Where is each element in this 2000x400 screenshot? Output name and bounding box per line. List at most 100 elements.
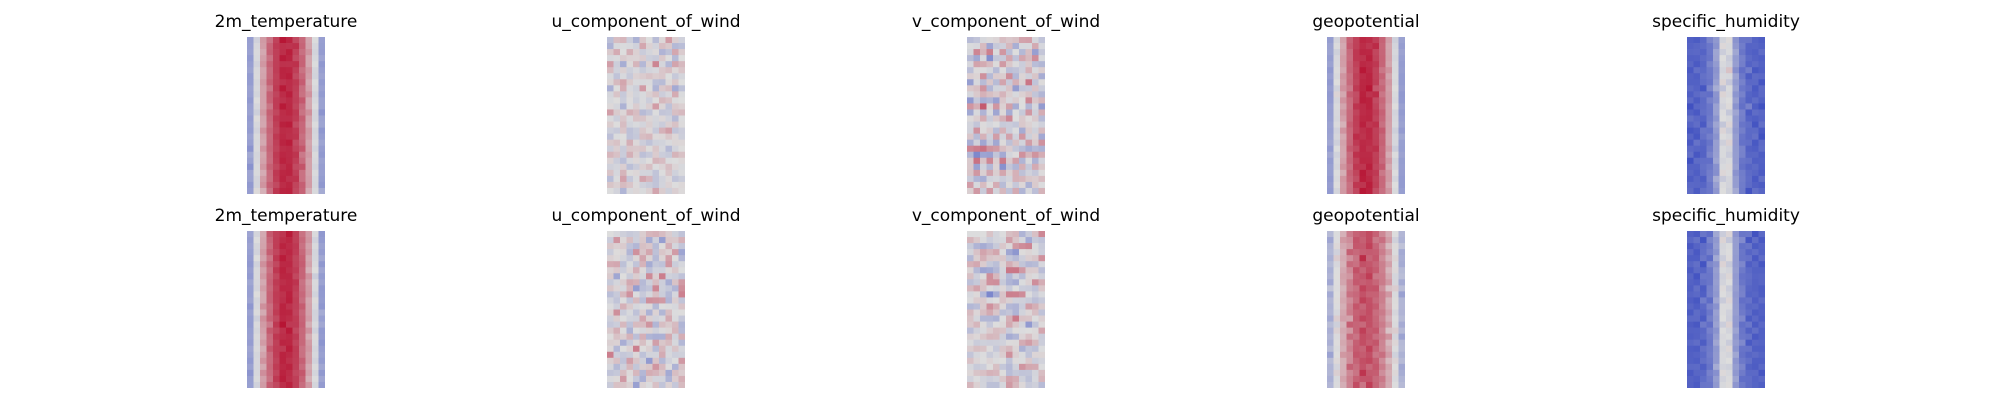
heatmap-cell — [299, 267, 306, 274]
heatmap-cell — [1726, 309, 1733, 316]
heatmap-cell — [613, 127, 621, 134]
heatmap-cell — [299, 303, 306, 310]
heatmap-cell — [1745, 285, 1753, 292]
heatmap-image — [967, 37, 1045, 194]
heatmap-cell — [1719, 345, 1727, 353]
heatmap-cell — [1333, 55, 1341, 62]
heatmap-cell — [1032, 73, 1039, 80]
heatmap-cell — [1012, 67, 1020, 74]
heatmap-cell — [1032, 109, 1039, 116]
heatmap-cell — [1726, 133, 1733, 141]
heatmap-cell — [626, 243, 634, 250]
heatmap-cell — [1038, 333, 1045, 341]
heatmap-cell — [613, 333, 621, 341]
heatmap-cell — [626, 73, 634, 80]
heatmap-cell — [318, 103, 325, 110]
heatmap-cell — [286, 315, 293, 322]
heatmap-cell — [1726, 97, 1733, 104]
heatmap-cell — [1398, 261, 1405, 268]
heatmap-cell — [1359, 79, 1367, 86]
heatmap-cell — [1752, 297, 1759, 304]
heatmap-cell — [260, 273, 267, 280]
heatmap-cell — [1333, 73, 1341, 80]
heatmap-cell — [1327, 97, 1334, 104]
heatmap-cell — [312, 375, 319, 383]
heatmap-cell — [1687, 103, 1694, 110]
heatmap-cell — [1359, 321, 1367, 328]
heatmap-cell — [639, 139, 647, 147]
heatmap-cell — [652, 37, 660, 44]
heatmap-cell — [1327, 231, 1334, 238]
heatmap-cell — [665, 145, 673, 153]
heatmap-cell — [1713, 151, 1720, 159]
heatmap-cell — [1366, 231, 1373, 238]
heatmap-cell — [1700, 109, 1707, 116]
heatmap-cell — [253, 351, 261, 359]
heatmap-cell — [1732, 187, 1740, 194]
heatmap-cell — [973, 163, 981, 171]
heatmap-cell — [1359, 345, 1367, 353]
heatmap-cell — [665, 187, 673, 194]
heatmap-cell — [1745, 237, 1753, 244]
heatmap-cell — [299, 61, 306, 68]
heatmap-cell — [1025, 43, 1033, 50]
heatmap-cell — [633, 237, 640, 244]
heatmap-cell — [305, 115, 313, 122]
heatmap-cell — [1700, 321, 1707, 328]
heatmap-cell — [273, 67, 280, 74]
heatmap-cell — [286, 133, 293, 141]
heatmap-cell — [652, 163, 660, 171]
heatmap-cell — [1346, 109, 1354, 116]
heatmap-cell — [1758, 181, 1765, 189]
heatmap-cell — [980, 339, 987, 347]
heatmap-cell — [665, 175, 673, 183]
heatmap-cell — [652, 267, 660, 274]
heatmap-cell — [613, 351, 621, 359]
heatmap-cell — [273, 187, 280, 194]
heatmap-cell — [1693, 121, 1701, 128]
heatmap-cell — [273, 43, 280, 50]
heatmap-cell — [279, 291, 287, 298]
heatmap-cell — [1359, 187, 1367, 194]
heatmap-cell — [299, 127, 306, 134]
heatmap-cell — [973, 315, 981, 322]
heatmap-cell — [1732, 97, 1740, 104]
heatmap-cell — [659, 73, 666, 80]
heatmap-cell — [266, 49, 274, 56]
heatmap-cell — [1366, 339, 1373, 347]
heatmap-cell — [999, 73, 1007, 80]
heatmap-cell — [1019, 285, 1026, 292]
heatmap-cell — [1359, 103, 1367, 110]
heatmap-cell — [973, 333, 981, 341]
panel-title: geopotential — [1312, 12, 1420, 32]
heatmap-cell — [1693, 127, 1701, 134]
heatmap-cell — [980, 169, 987, 177]
heatmap-cell — [247, 273, 254, 280]
heatmap-cell — [678, 103, 685, 110]
heatmap-cell — [1340, 43, 1347, 50]
heatmap-cell — [266, 145, 274, 153]
heatmap-cell — [279, 333, 287, 341]
heatmap-cell — [1693, 291, 1701, 298]
heatmap-cell — [247, 109, 254, 116]
heatmap-cell — [279, 375, 287, 383]
heatmap-cell — [1687, 291, 1694, 298]
heatmap-cell — [1726, 315, 1733, 322]
heatmap-cell — [1372, 369, 1380, 377]
heatmap-cell — [607, 79, 614, 86]
heatmap-cell — [1719, 109, 1727, 116]
heatmap-cell — [1379, 49, 1386, 56]
heatmap-cell — [1719, 327, 1727, 335]
heatmap-cell — [1700, 303, 1707, 310]
heatmap-cell — [1327, 85, 1334, 92]
heatmap-cell — [993, 321, 1000, 328]
heatmap-cell — [286, 339, 293, 347]
heatmap-cell — [1392, 37, 1399, 44]
heatmap-cell — [678, 333, 685, 341]
heatmap-cell — [1398, 321, 1405, 328]
heatmap-cell — [1359, 363, 1367, 371]
heatmap-cell — [626, 327, 634, 335]
heatmap-cell — [1745, 127, 1753, 134]
heatmap-cell — [260, 231, 267, 238]
